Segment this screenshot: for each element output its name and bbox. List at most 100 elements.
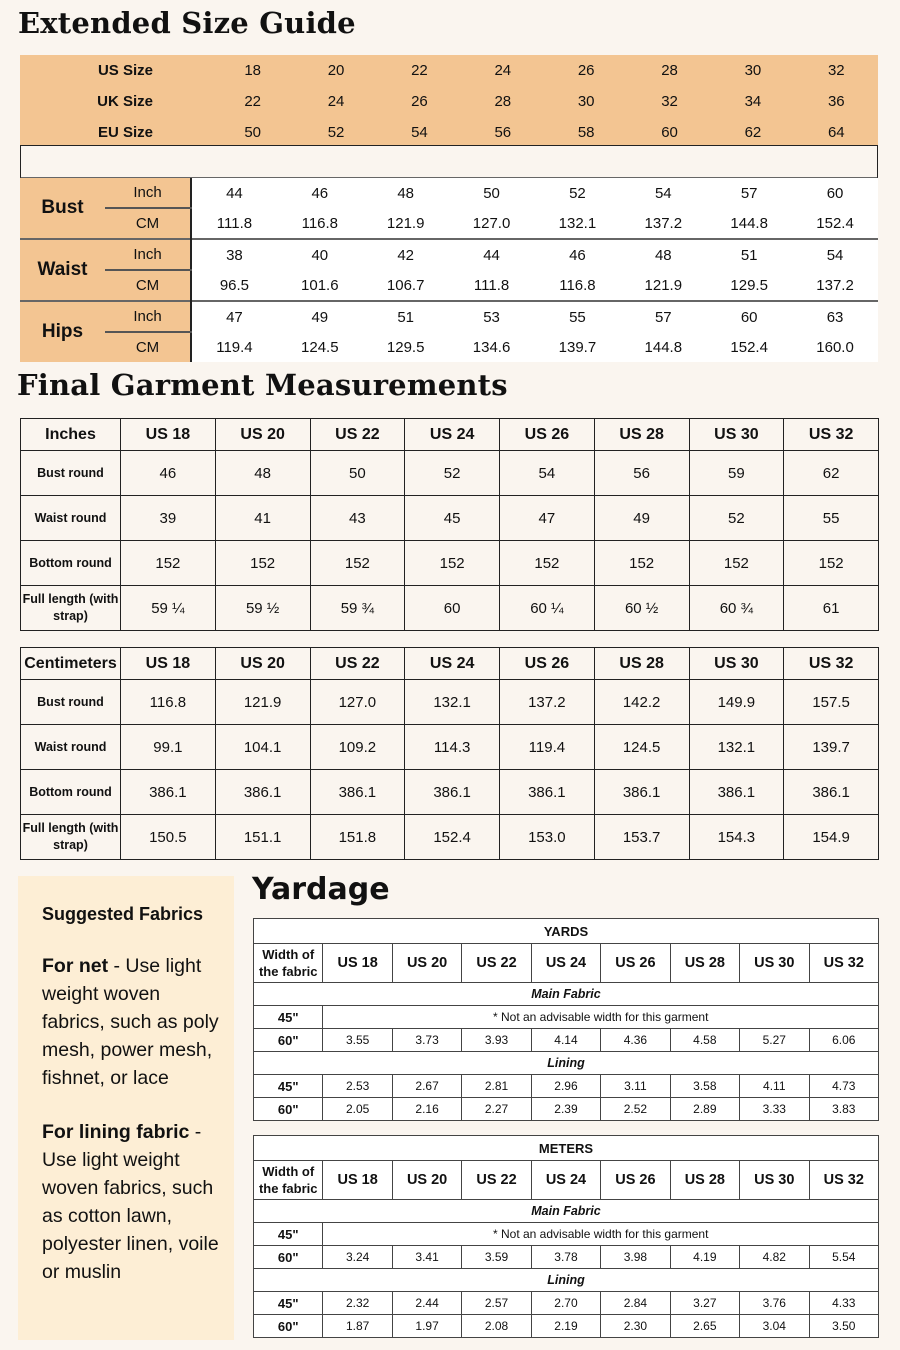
measurement-value: 149.9 [688, 679, 785, 725]
cm-value: 152.4 [792, 208, 878, 239]
measurement-value: 386.1 [404, 769, 500, 815]
table-row: YARDS [253, 918, 879, 944]
measurement-value: 152 [404, 540, 500, 586]
size-header: US 32 [808, 943, 879, 983]
size-header: US 26 [499, 647, 595, 680]
table-row: Waist round 39 41 43 45 47 49 52 55 [20, 495, 879, 541]
unit-label: CM [105, 332, 192, 362]
cm-value: 127.0 [448, 208, 535, 239]
yardage-value: 3.76 [739, 1291, 810, 1315]
inch-value: 49 [276, 300, 363, 332]
size-header: US 18 [120, 418, 216, 451]
row-label: Full length (with strap) [20, 585, 121, 631]
cm-value: 129.5 [706, 270, 793, 301]
table-row: Bottom round 386.1 386.1 386.1 386.1 386.1 386… [20, 769, 879, 815]
yardage-value: 2.05 [322, 1097, 393, 1121]
inch-value: 44 [448, 238, 535, 270]
fabric-lining-label: For lining fabric [42, 1121, 190, 1143]
table-row: Waist Inch 38 40 42 44 46 48 51 54 [20, 238, 878, 301]
inch-value: 63 [792, 300, 878, 332]
suggested-fabrics-panel: Suggested Fabrics For net - Use light we… [18, 876, 234, 1340]
garment-centimeters-table: Centimeters US 18 US 20 US 22 US 24 US 26 US 2… [20, 647, 879, 860]
yardage-value: 2.16 [391, 1097, 463, 1121]
yardage-value: 3.27 [669, 1291, 741, 1315]
cm-value: 160.0 [792, 332, 878, 362]
width-label: 60" [252, 1028, 324, 1052]
yardage-value: 2.08 [461, 1314, 532, 1338]
width-header: Width of the fabric [252, 1160, 324, 1200]
measurement-value: 59 [688, 450, 785, 496]
yardage-value: 2.65 [669, 1314, 741, 1338]
size-value: 26 [411, 93, 428, 110]
table-row: Inches US 18 US 20 US 22 US 24 US 26 US 28 US 3… [20, 418, 879, 451]
size-conversion-table: US Size 18 20 22 24 26 28 30 32 UK Size 22 24 26 28 30… [20, 55, 878, 148]
table-row: Bust Inch 44 46 48 50 52 54 57 60 [20, 178, 878, 239]
inch-value: 38 [191, 238, 277, 270]
yardage-value: 3.83 [808, 1097, 879, 1121]
yardage-value: 3.59 [461, 1245, 532, 1269]
inch-value: 50 [448, 178, 535, 208]
measurement-value: 142.2 [593, 679, 690, 725]
cm-value: 116.8 [534, 270, 621, 301]
measurement-value: 150.5 [120, 814, 216, 860]
size-header: US 30 [739, 1160, 810, 1200]
measurement-value: 39 [120, 495, 216, 541]
measurement-value: 151.1 [214, 814, 311, 860]
cm-value: 116.8 [276, 208, 363, 239]
advisory-note: * Not an advisable width for this garmen… [322, 1222, 879, 1246]
inch-value: 53 [448, 300, 535, 332]
cm-value: 139.7 [534, 332, 621, 362]
fabric-lining-text: - Use light weight woven fabrics, such a… [42, 1121, 219, 1283]
size-header: US 30 [688, 647, 785, 680]
measurement-value: 121.9 [214, 679, 311, 725]
yardage-meters-table: METERS Width of the fabric US 18 US 20 US 22… [252, 1135, 879, 1338]
size-header: US 24 [530, 943, 602, 983]
yardage-value: 3.04 [739, 1314, 810, 1338]
inch-value: 60 [792, 178, 878, 208]
yardage-value: 2.81 [461, 1074, 532, 1098]
yardage-value: 6.06 [808, 1028, 879, 1052]
measurement-value: 151.8 [309, 814, 406, 860]
width-label: 45" [252, 1222, 324, 1246]
measurement-value: 56 [593, 450, 690, 496]
measurement-value: 153.7 [593, 814, 690, 860]
table-row: Main Fabric [253, 1199, 879, 1223]
size-header: US 22 [309, 418, 406, 451]
measurement-value: 60 ¾ [688, 585, 785, 631]
inch-value: 40 [276, 238, 363, 270]
yardage-value: 3.50 [808, 1314, 879, 1338]
section-lining: Lining [253, 1268, 879, 1292]
size-value: 28 [494, 93, 512, 110]
size-header: US 28 [593, 418, 690, 451]
size-system-label: UK Size [97, 93, 153, 110]
row-label: Waist round [20, 724, 121, 770]
width-label: 60" [252, 1314, 324, 1338]
table-row: CM 96.5 101.6 106.7 111.8 116.8 121.9 129.5 137.… [20, 270, 878, 301]
garment-inches-table: Inches US 18 US 20 US 22 US 24 US 26 US 28 US 3… [20, 418, 879, 631]
measurement-value: 45 [404, 495, 500, 541]
yardage-value: 2.67 [391, 1074, 463, 1098]
size-value: 32 [661, 93, 678, 110]
measurement-value: 386.1 [688, 769, 785, 815]
fabric-net: For net - Use light weight woven fabrics… [42, 952, 222, 1092]
size-header: US 28 [669, 943, 741, 983]
size-header: US 22 [461, 1160, 532, 1200]
advisory-note: * Not an advisable width for this garmen… [322, 1005, 879, 1029]
measurement-value: 152 [593, 540, 690, 586]
measurement-name: Hips [20, 300, 105, 362]
measurement-value: 50 [309, 450, 406, 496]
table-row: Full length (with strap) 59 ¼ 59 ½ 59 ¾ 60 60… [20, 585, 879, 631]
table-row: CM 111.8 116.8 121.9 127.0 132.1 137.2 144.8 152… [20, 208, 878, 239]
yardage-value: 3.11 [600, 1074, 671, 1098]
table-row: 60" 3.55 3.73 3.93 4.14 4.36 4.58 5.27 6.06 [252, 1028, 879, 1052]
inch-value: 47 [191, 300, 277, 332]
size-header: US 24 [404, 418, 500, 451]
measurement-name: Waist [20, 238, 105, 301]
size-system-label: US Size [97, 62, 153, 79]
table-row: Width of the fabric US 18 US 20 US 22 US 24 U… [252, 1160, 879, 1200]
yardage-value: 3.55 [322, 1028, 393, 1052]
size-header: US 28 [593, 647, 690, 680]
measurement-value: 116.8 [120, 679, 216, 725]
size-header: US 18 [322, 1160, 393, 1200]
cm-value: 129.5 [362, 332, 449, 362]
